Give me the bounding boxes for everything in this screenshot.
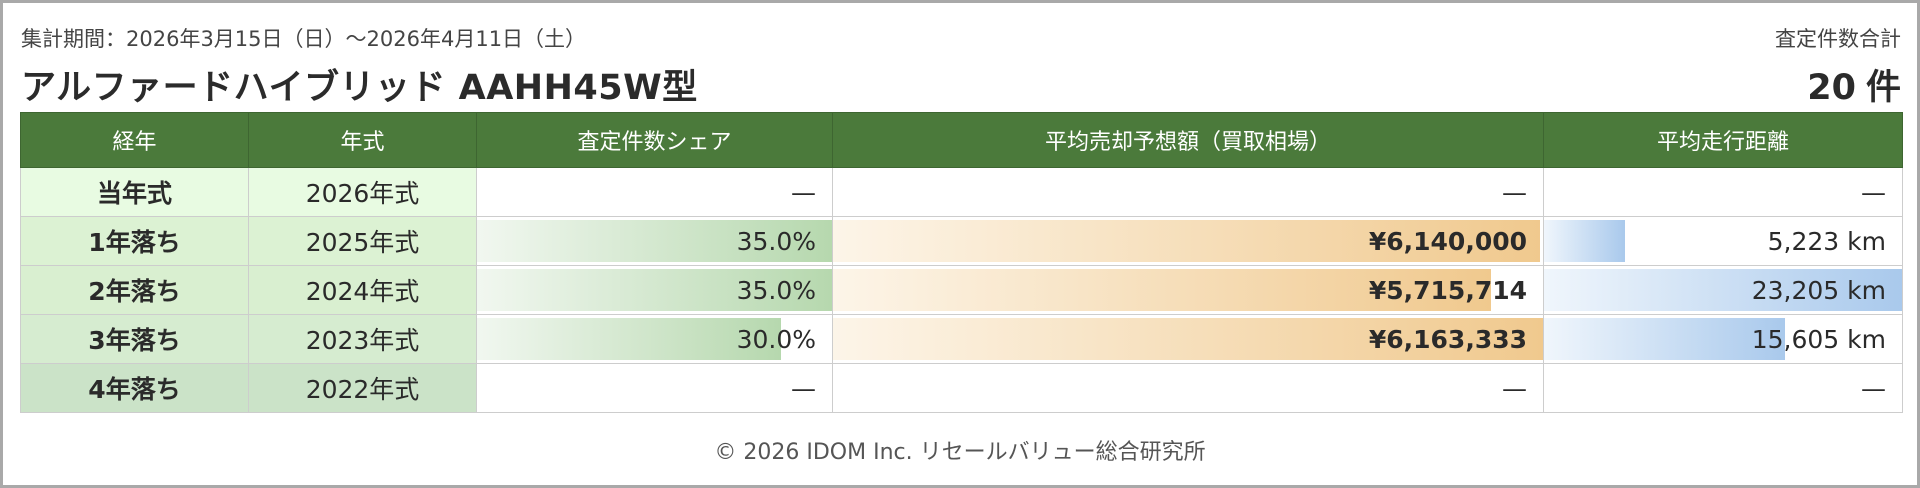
price-bar xyxy=(833,318,1543,360)
price-value: ¥6,140,000 xyxy=(1368,226,1527,256)
year-cell: 2026年式 xyxy=(248,167,477,217)
resale-table: 経年 年式 査定件数シェア 平均売却予想額（買取相場） 平均走行距離 当年式 2… xyxy=(20,112,1903,413)
report-header: 集計期間：2026年3月15日（日）〜2026年4月11日（土） アルファードハ… xyxy=(21,19,1901,109)
period-text: 集計期間：2026年3月15日（日）〜2026年4月11日（土） xyxy=(21,27,587,51)
age-cell: 2年落ち xyxy=(20,265,249,315)
price-cell: ¥6,163,333 xyxy=(832,314,1544,364)
mileage-bar xyxy=(1544,269,1902,311)
share-cell: 35.0% xyxy=(476,216,833,266)
table-row: 4年落ち 2022年式 — — — xyxy=(20,363,1903,413)
mileage-cell: 15,605 km xyxy=(1543,314,1903,364)
age-cell: 当年式 xyxy=(20,167,249,217)
price-cell: ¥6,140,000 xyxy=(832,216,1544,266)
column-header-mileage: 平均走行距離 xyxy=(1543,112,1903,168)
price-bar xyxy=(833,269,1492,311)
share-cell: 35.0% xyxy=(476,265,833,315)
total-count: 20 件 xyxy=(1807,59,1901,110)
total-count-label: 査定件数合計 xyxy=(1775,27,1901,51)
price-cell: ¥5,715,714 xyxy=(832,265,1544,315)
price-bar xyxy=(833,220,1541,262)
mileage-value: 23,205 km xyxy=(1751,275,1886,305)
year-cell: 2022年式 xyxy=(248,363,477,413)
copyright-footer: © 2026 IDOM Inc. リセールバリュー総合研究所 xyxy=(714,440,1206,465)
share-cell: — xyxy=(476,167,833,217)
mileage-cell: — xyxy=(1543,363,1903,413)
table-row: 3年落ち 2023年式 30.0% ¥6,163,333 15,605 km xyxy=(20,314,1903,364)
share-value: 35.0% xyxy=(736,275,816,305)
column-header-price: 平均売却予想額（買取相場） xyxy=(832,112,1544,168)
mileage-value: 15,605 km xyxy=(1751,324,1886,354)
share-bar xyxy=(477,318,782,360)
column-header-share: 査定件数シェア xyxy=(476,112,833,168)
mileage-value: — xyxy=(1861,177,1886,207)
age-cell: 3年落ち xyxy=(20,314,249,364)
price-cell: — xyxy=(832,167,1544,217)
share-bar xyxy=(477,269,832,311)
price-value: ¥5,715,714 xyxy=(1368,275,1527,305)
year-cell: 2024年式 xyxy=(248,265,477,315)
table-header-row: 経年 年式 査定件数シェア 平均売却予想額（買取相場） 平均走行距離 xyxy=(20,112,1903,168)
table-row: 当年式 2026年式 — — — xyxy=(20,167,1903,217)
mileage-cell: 5,223 km xyxy=(1543,216,1903,266)
share-value: — xyxy=(791,373,816,403)
column-header-year: 年式 xyxy=(248,112,477,168)
share-cell: 30.0% xyxy=(476,314,833,364)
share-value: 35.0% xyxy=(736,226,816,256)
mileage-cell: — xyxy=(1543,167,1903,217)
table-body: 当年式 2026年式 — — — 1年落ち 2025年式 35.0% ¥6,14… xyxy=(20,167,1903,413)
share-value: — xyxy=(791,177,816,207)
mileage-cell: 23,205 km xyxy=(1543,265,1903,315)
year-cell: 2023年式 xyxy=(248,314,477,364)
table-row: 1年落ち 2025年式 35.0% ¥6,140,000 5,223 km xyxy=(20,216,1903,266)
price-value: — xyxy=(1502,177,1527,207)
mileage-bar xyxy=(1544,220,1625,262)
model-title: アルファードハイブリッド AAHH45W型 xyxy=(21,68,698,108)
price-cell: — xyxy=(832,363,1544,413)
mileage-value: — xyxy=(1861,373,1886,403)
mileage-value: 5,223 km xyxy=(1767,226,1886,256)
age-cell: 4年落ち xyxy=(20,363,249,413)
share-cell: — xyxy=(476,363,833,413)
total-count-value: 20 xyxy=(1807,68,1856,108)
year-cell: 2025年式 xyxy=(248,216,477,266)
age-cell: 1年落ち xyxy=(20,216,249,266)
total-count-unit: 件 xyxy=(1865,68,1901,108)
table-row: 2年落ち 2024年式 35.0% ¥5,715,714 23,205 km xyxy=(20,265,1903,315)
price-value: — xyxy=(1502,373,1527,403)
price-value: ¥6,163,333 xyxy=(1368,324,1527,354)
share-value: 30.0% xyxy=(736,324,816,354)
column-header-age: 経年 xyxy=(20,112,249,168)
share-bar xyxy=(477,220,832,262)
mileage-bar xyxy=(1544,318,1785,360)
